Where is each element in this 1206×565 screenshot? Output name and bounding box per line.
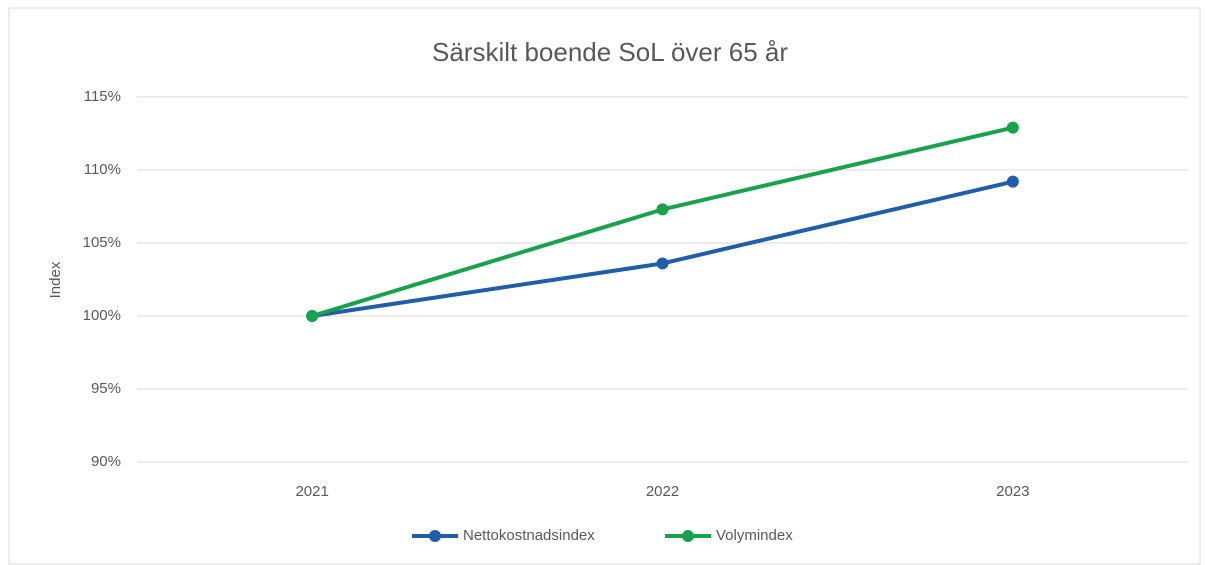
data-point xyxy=(1006,121,1019,134)
x-tick-label: 2023 xyxy=(996,483,1029,500)
legend-marker xyxy=(682,530,694,542)
y-tick-label: 105% xyxy=(83,234,121,251)
x-tick-label: 2021 xyxy=(295,483,328,500)
data-point xyxy=(656,203,669,216)
x-tick-label: 2022 xyxy=(646,483,679,500)
legend-label: Volymindex xyxy=(716,527,793,544)
data-point xyxy=(656,257,669,270)
y-tick-label: 115% xyxy=(84,88,121,105)
data-point xyxy=(306,310,319,322)
y-tick-label: 95% xyxy=(91,380,121,397)
y-axis-label: Index xyxy=(47,261,64,298)
chart-title: Särskilt boende SoL över 65 år xyxy=(432,37,788,67)
y-tick-label: 100% xyxy=(83,307,121,324)
y-tick-label: 90% xyxy=(91,453,121,470)
chart-frame xyxy=(8,7,1201,565)
legend-marker xyxy=(429,530,441,542)
legend-label: Nettokostnadsindex xyxy=(463,527,595,544)
y-tick-label: 110% xyxy=(84,161,121,178)
data-point xyxy=(1006,175,1019,188)
